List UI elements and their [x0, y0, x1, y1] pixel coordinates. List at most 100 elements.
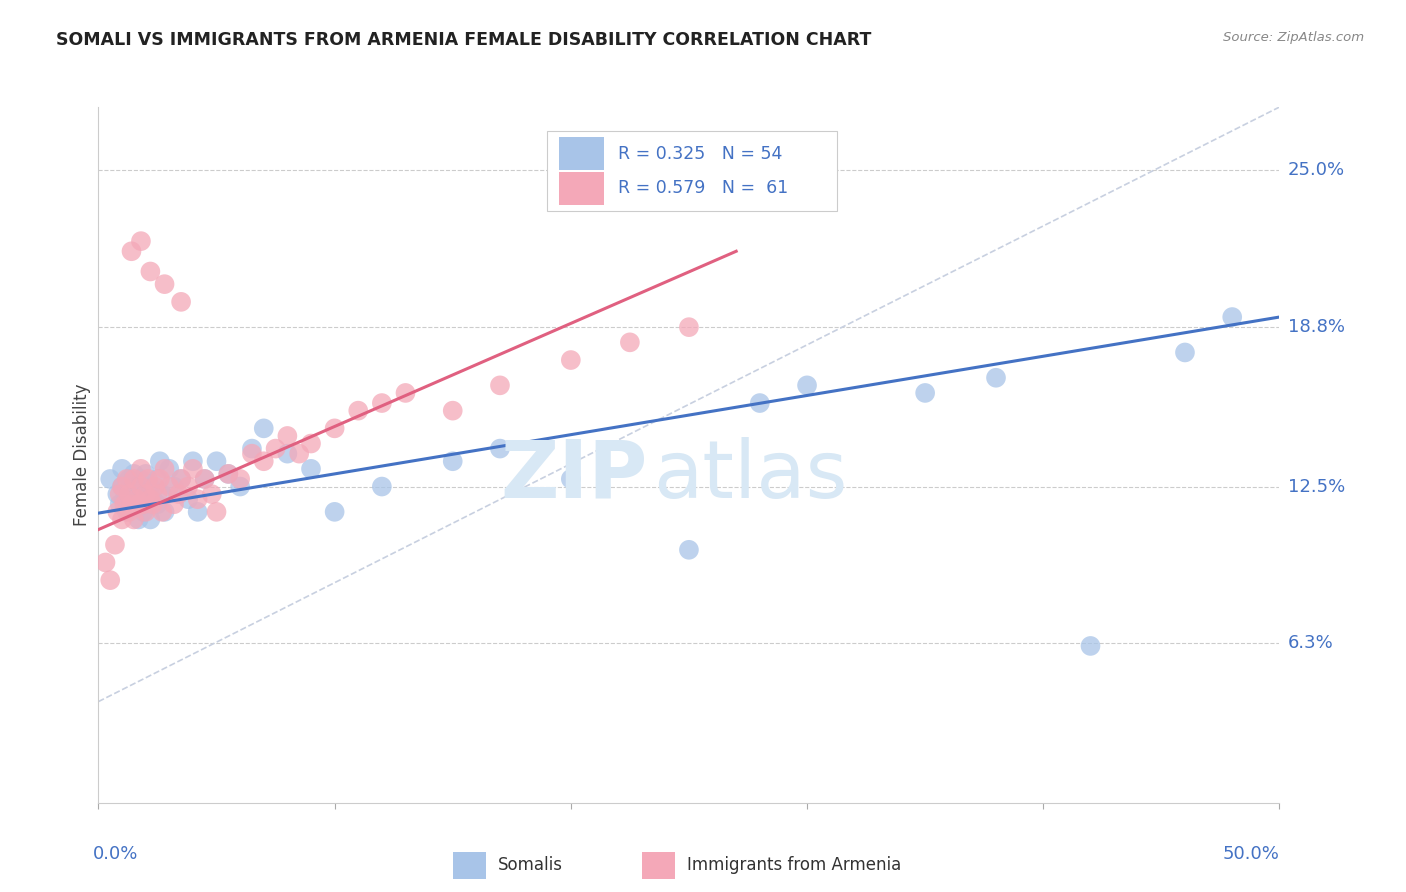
Point	[163, 497, 186, 511]
Text: Somalis: Somalis	[498, 856, 562, 874]
Point	[125, 479, 148, 493]
Point	[229, 472, 252, 486]
Point	[146, 497, 169, 511]
Point	[157, 462, 180, 476]
Point	[177, 492, 200, 507]
Point	[796, 378, 818, 392]
Point	[105, 505, 128, 519]
Point	[153, 462, 176, 476]
Point	[276, 447, 298, 461]
Point	[135, 467, 157, 481]
Point	[129, 479, 152, 493]
Point	[217, 467, 239, 481]
Point	[111, 512, 134, 526]
Point	[112, 497, 135, 511]
Point	[136, 497, 159, 511]
Point	[489, 442, 512, 456]
Point	[146, 487, 169, 501]
Text: 12.5%: 12.5%	[1288, 477, 1346, 496]
Point	[105, 487, 128, 501]
Point	[122, 467, 145, 481]
Point	[299, 436, 322, 450]
Point	[118, 505, 141, 519]
Point	[153, 505, 176, 519]
Point	[347, 403, 370, 417]
Point	[121, 487, 143, 501]
Point	[170, 294, 193, 309]
Point	[146, 472, 169, 486]
Point	[1080, 639, 1102, 653]
Point	[150, 505, 173, 519]
Point	[299, 462, 322, 476]
Point	[157, 479, 180, 493]
Y-axis label: Female Disability: Female Disability	[73, 384, 91, 526]
Point	[118, 472, 141, 486]
Point	[288, 447, 311, 461]
FancyBboxPatch shape	[560, 137, 605, 170]
Point	[135, 487, 157, 501]
Point	[240, 447, 263, 461]
Point	[229, 479, 252, 493]
Text: atlas: atlas	[654, 437, 848, 515]
Point	[1174, 345, 1197, 359]
Point	[253, 454, 276, 468]
Point	[139, 264, 162, 278]
Text: R = 0.579   N =  61: R = 0.579 N = 61	[619, 179, 789, 197]
Point	[187, 492, 209, 507]
Point	[201, 487, 224, 501]
Text: ZIP: ZIP	[501, 437, 648, 515]
Point	[98, 573, 121, 587]
Point	[187, 505, 209, 519]
Point	[678, 542, 700, 557]
Point	[1220, 310, 1243, 324]
Point	[132, 505, 155, 519]
Point	[115, 472, 138, 486]
Point	[94, 556, 117, 570]
Point	[139, 479, 162, 493]
Point	[128, 512, 150, 526]
Point	[441, 454, 464, 468]
Point	[371, 479, 394, 493]
Point	[264, 442, 287, 456]
Point	[194, 472, 217, 486]
Point	[128, 497, 150, 511]
FancyBboxPatch shape	[453, 852, 486, 880]
Point	[323, 421, 346, 435]
Point	[139, 492, 162, 507]
Point	[170, 472, 193, 486]
Text: 6.3%: 6.3%	[1288, 634, 1333, 652]
Point	[121, 497, 143, 511]
Point	[139, 512, 162, 526]
Text: SOMALI VS IMMIGRANTS FROM ARMENIA FEMALE DISABILITY CORRELATION CHART: SOMALI VS IMMIGRANTS FROM ARMENIA FEMALE…	[56, 31, 872, 49]
Point	[122, 512, 145, 526]
Point	[217, 467, 239, 481]
Point	[177, 479, 200, 493]
Text: Immigrants from Armenia: Immigrants from Armenia	[686, 856, 901, 874]
Point	[181, 454, 204, 468]
FancyBboxPatch shape	[547, 131, 837, 211]
Point	[181, 462, 204, 476]
Point	[143, 479, 166, 493]
FancyBboxPatch shape	[641, 852, 675, 880]
Point	[394, 386, 416, 401]
Point	[984, 370, 1007, 384]
Point	[104, 538, 127, 552]
Point	[371, 396, 394, 410]
Point	[149, 454, 172, 468]
Point	[132, 497, 155, 511]
Point	[914, 386, 936, 401]
Point	[136, 472, 159, 486]
Point	[129, 234, 152, 248]
Point	[118, 487, 141, 501]
Point	[129, 462, 152, 476]
Point	[170, 472, 193, 486]
Point	[205, 454, 228, 468]
Point	[619, 335, 641, 350]
Point	[129, 472, 152, 486]
Point	[560, 472, 582, 486]
Point	[108, 487, 131, 501]
Point	[122, 472, 145, 486]
Text: 50.0%: 50.0%	[1223, 845, 1279, 863]
Text: 25.0%: 25.0%	[1288, 161, 1346, 179]
Point	[122, 497, 145, 511]
